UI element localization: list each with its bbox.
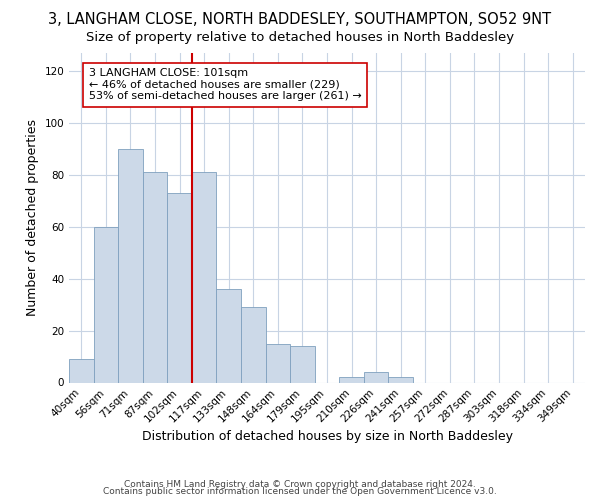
Bar	[217, 289, 241, 382]
Bar	[94, 226, 118, 382]
Text: Contains HM Land Registry data © Crown copyright and database right 2024.: Contains HM Land Registry data © Crown c…	[124, 480, 476, 489]
Bar	[364, 372, 388, 382]
Bar	[241, 307, 266, 382]
Bar	[69, 359, 94, 382]
Bar	[167, 193, 192, 382]
Bar	[388, 378, 413, 382]
Text: Size of property relative to detached houses in North Baddesley: Size of property relative to detached ho…	[86, 31, 514, 44]
Bar	[290, 346, 315, 383]
Text: 3, LANGHAM CLOSE, NORTH BADDESLEY, SOUTHAMPTON, SO52 9NT: 3, LANGHAM CLOSE, NORTH BADDESLEY, SOUTH…	[49, 12, 551, 28]
Bar	[266, 344, 290, 382]
X-axis label: Distribution of detached houses by size in North Baddesley: Distribution of detached houses by size …	[142, 430, 512, 443]
Bar	[339, 378, 364, 382]
Bar	[118, 148, 143, 382]
Text: Contains public sector information licensed under the Open Government Licence v3: Contains public sector information licen…	[103, 488, 497, 496]
Y-axis label: Number of detached properties: Number of detached properties	[26, 119, 39, 316]
Text: 3 LANGHAM CLOSE: 101sqm
← 46% of detached houses are smaller (229)
53% of semi-d: 3 LANGHAM CLOSE: 101sqm ← 46% of detache…	[89, 68, 361, 102]
Bar	[143, 172, 167, 382]
Bar	[192, 172, 217, 382]
